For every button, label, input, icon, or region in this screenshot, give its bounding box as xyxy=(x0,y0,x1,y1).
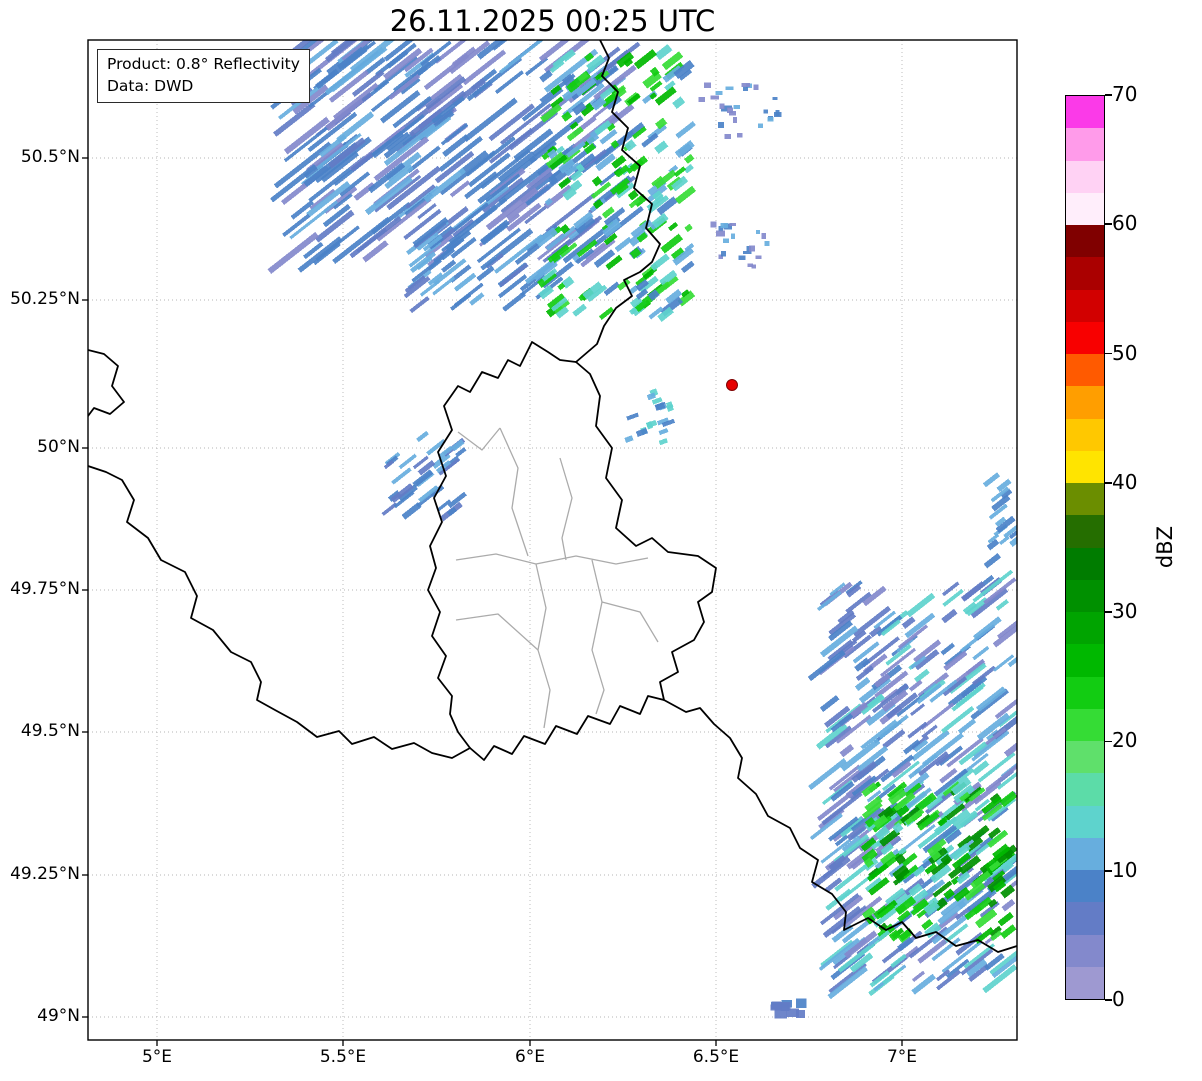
colorbar-tick-mark xyxy=(1105,869,1112,872)
colorbar-tick-mark xyxy=(1105,223,1112,226)
colorbar-segment xyxy=(1066,321,1104,354)
echo-region-teal-patch-near-marker xyxy=(624,388,676,446)
colorbar xyxy=(1065,95,1105,1000)
colorbar-tick-label: 40 xyxy=(1112,469,1138,494)
y-tick-label: 49.75°N xyxy=(10,579,80,599)
colorbar-segment xyxy=(1066,870,1104,903)
figure-title: 26.11.2025 00:25 UTC xyxy=(389,4,716,38)
luxembourg-cantons xyxy=(455,427,659,729)
colorbar-tick-mark xyxy=(1105,740,1112,743)
echo-region-south-small-block xyxy=(770,998,807,1019)
colorbar-segment xyxy=(1066,386,1104,419)
echo-region-west-patch xyxy=(381,430,467,522)
echo-region-east-speckles-upper xyxy=(698,82,782,139)
colorbar-tick-label: 10 xyxy=(1112,857,1138,882)
colorbar-segment xyxy=(1066,547,1104,580)
colorbar-tick-label: 0 xyxy=(1112,987,1125,1011)
colorbar-segment xyxy=(1066,354,1104,387)
colorbar-segment xyxy=(1066,96,1104,129)
y-tick-label: 50.25°N xyxy=(10,289,80,309)
colorbar-segment xyxy=(1066,579,1104,612)
product-info-box: Product: 0.8° Reflectivity Data: DWD xyxy=(97,49,310,104)
colorbar-tick-label: 50 xyxy=(1112,340,1138,365)
colorbar-segment xyxy=(1066,837,1104,870)
echo-region-nw-streaks-lower xyxy=(403,225,576,314)
x-tick-label: 6°E xyxy=(514,1047,546,1067)
colorbar-segment xyxy=(1066,418,1104,451)
colorbar-segment xyxy=(1066,934,1104,967)
colorbar-segment xyxy=(1066,192,1104,225)
colorbar-segment xyxy=(1066,805,1104,838)
colorbar-segment xyxy=(1066,160,1104,193)
colorbar-segment xyxy=(1066,515,1104,548)
colorbar-tick-mark xyxy=(1105,611,1112,613)
x-tick-label: 7°E xyxy=(886,1047,918,1067)
colorbar-tick-label: 70 xyxy=(1112,82,1138,106)
product-line: Product: 0.8° Reflectivity xyxy=(107,55,300,73)
x-tick-label: 5°E xyxy=(141,1047,173,1067)
x-tick-label: 6.5°E xyxy=(692,1047,740,1067)
colorbar-axis-label: dBZ xyxy=(1153,525,1177,569)
colorbar-segment xyxy=(1066,676,1104,709)
y-tick-label: 50.5°N xyxy=(20,147,80,167)
plot-frame xyxy=(87,39,1018,1041)
colorbar-tick-label: 60 xyxy=(1112,211,1138,236)
colorbar-tick-mark xyxy=(1105,999,1112,1001)
colorbar-segment xyxy=(1066,450,1104,483)
colorbar-segment xyxy=(1066,289,1104,322)
echo-region-nw-streaks xyxy=(267,40,645,274)
echo-region-se-green-core xyxy=(860,776,1017,944)
y-tick-label: 49.5°N xyxy=(20,721,80,741)
colorbar-segment xyxy=(1066,708,1104,741)
colorbar-tick-label: 20 xyxy=(1112,728,1138,753)
radar-echoes xyxy=(267,40,1017,1019)
echo-region-se-area xyxy=(807,569,1017,1000)
colorbar-segment xyxy=(1066,128,1104,161)
data-source-line: Data: DWD xyxy=(107,76,194,95)
colorbar-segment xyxy=(1066,902,1104,935)
echo-region-right-edge-patch xyxy=(982,472,1017,569)
y-tick-label: 49.25°N xyxy=(10,864,80,884)
y-tick-label: 50°N xyxy=(37,437,80,457)
colorbar-segment xyxy=(1066,257,1104,290)
country-borders xyxy=(88,40,1017,953)
colorbar-segment xyxy=(1066,773,1104,806)
colorbar-tick-label: 30 xyxy=(1112,599,1138,624)
colorbar-tick-mark xyxy=(1105,352,1112,355)
axis-tick-marks xyxy=(82,157,903,1046)
colorbar-tick-mark xyxy=(1105,94,1112,96)
colorbar-segment xyxy=(1066,966,1104,999)
colorbar-tick-mark xyxy=(1105,482,1112,484)
colorbar-segment xyxy=(1066,612,1104,645)
colorbar-segment xyxy=(1066,741,1104,774)
echo-region-east-speckles-lower xyxy=(710,221,770,269)
station-marker xyxy=(726,379,738,391)
y-tick-label: 49°N xyxy=(37,1006,80,1026)
colorbar-segment xyxy=(1066,225,1104,258)
colorbar-segment xyxy=(1066,483,1104,516)
x-tick-label: 5.5°E xyxy=(319,1047,367,1067)
colorbar-segment xyxy=(1066,644,1104,677)
